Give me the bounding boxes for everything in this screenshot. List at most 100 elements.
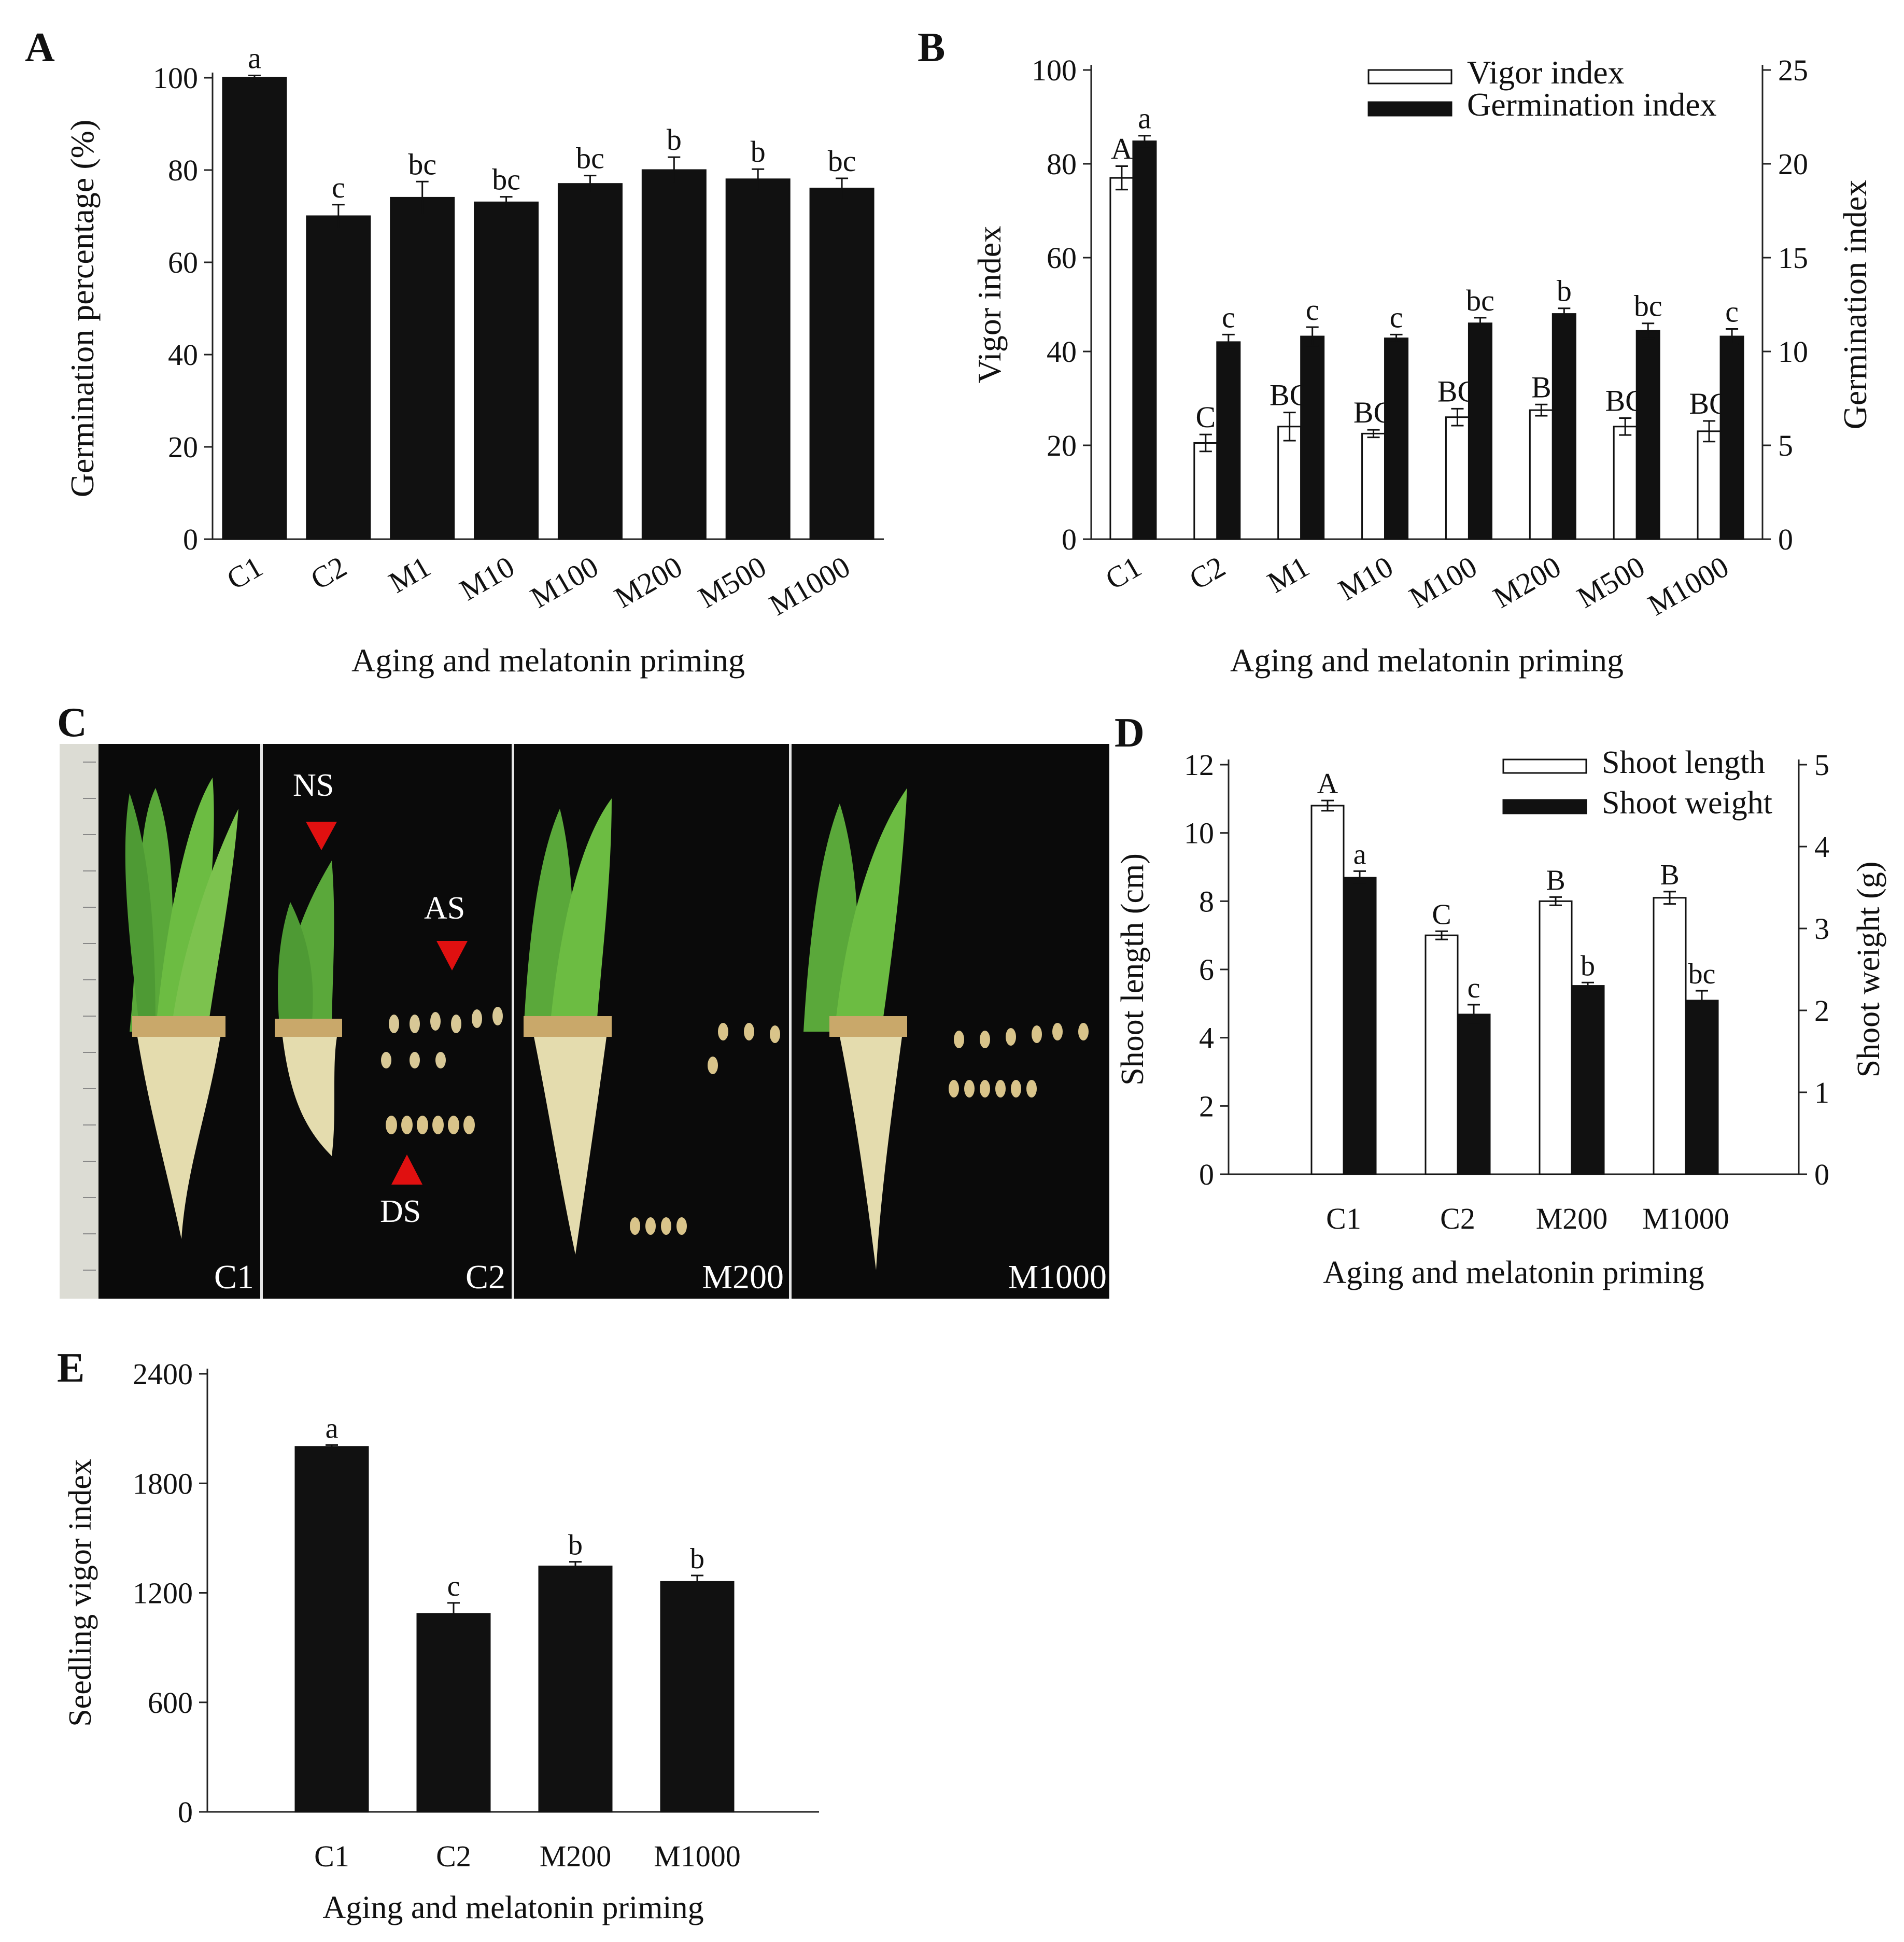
bar-shoot-length-c1 xyxy=(1310,805,1345,1175)
bar-seedling-vigor-index-c2 xyxy=(416,1613,491,1813)
x-tick-label-c2: C2 xyxy=(436,1839,471,1873)
marker-ns xyxy=(306,822,337,850)
y-tick-label: 100 xyxy=(153,61,198,95)
bar-germination-index-m10 xyxy=(1384,337,1409,540)
legend-label-shoot-length: Shoot length xyxy=(1602,745,1765,780)
bar-shoot-weight-m200 xyxy=(1571,985,1605,1175)
panel-letter-b: B xyxy=(918,25,945,71)
y-right-tick-label: 10 xyxy=(1778,335,1808,369)
seeds-m200 xyxy=(630,1023,780,1235)
y-right-tick-label: 1 xyxy=(1814,1076,1829,1109)
bar-vigor-index-m1 xyxy=(1277,426,1302,540)
x-tick-label-c1: C1 xyxy=(1099,550,1147,596)
significance-letter: bc xyxy=(1634,289,1662,323)
significance-letter: c xyxy=(447,1570,460,1602)
x-tick-label-m1000: M1000 xyxy=(1642,1202,1729,1235)
x-tick-label-c2: C2 xyxy=(1440,1202,1475,1235)
bar-vigor-index-c1 xyxy=(1109,177,1134,540)
significance-letter: b xyxy=(1557,274,1572,308)
y-tick-label: 0 xyxy=(1062,523,1077,556)
y-tick-label: 40 xyxy=(168,338,198,372)
x-tick-label-m200: M200 xyxy=(540,1839,612,1873)
marker-ds xyxy=(391,1155,422,1185)
x-tick-label-m200: M200 xyxy=(1487,550,1567,615)
y-tick-label: 20 xyxy=(1047,429,1077,462)
y-tick-label: 1800 xyxy=(133,1467,193,1500)
significance-letter: C xyxy=(1195,400,1216,434)
x-tick-label-c1: C1 xyxy=(1326,1202,1361,1235)
legend-swatch-germination-index xyxy=(1367,101,1452,117)
x-tick-label-c2: C2 xyxy=(1183,550,1231,596)
panel-letter-a: A xyxy=(25,25,55,71)
y-right-tick-label: 4 xyxy=(1814,830,1829,864)
significance-letter: bc xyxy=(1466,284,1494,317)
bar-vigor-index-m500 xyxy=(1613,426,1638,540)
y-tick-label: 60 xyxy=(168,246,198,279)
bar-germination-percentage-m100 xyxy=(557,183,623,540)
photo-divider-2 xyxy=(512,744,514,1299)
bar-germination-percentage-m10 xyxy=(474,201,539,540)
bar-germination-index-m500 xyxy=(1635,330,1660,540)
y-tick-label: 80 xyxy=(168,153,198,187)
legend-label-shoot-weight: Shoot weight xyxy=(1602,785,1772,821)
y-tick-label: 6 xyxy=(1199,953,1214,987)
significance-letter: b xyxy=(667,123,682,157)
legend-swatch-shoot-weight xyxy=(1502,799,1587,814)
bar-vigor-index-m1000 xyxy=(1697,430,1722,540)
x-tick-label-m500: M500 xyxy=(693,550,772,615)
y-tick-label: 600 xyxy=(148,1686,193,1720)
significance-letter: B xyxy=(1531,370,1552,404)
x-tick-label-m1000: M1000 xyxy=(654,1839,741,1873)
significance-letter: a xyxy=(248,41,261,75)
y-tick-label: 1200 xyxy=(133,1577,193,1610)
significance-letter: bc xyxy=(492,163,520,196)
seedling-bundle-c2 xyxy=(275,861,503,1156)
y-right-tick-label: 5 xyxy=(1814,748,1829,782)
photo-label-m1000: M1000 xyxy=(1008,1258,1107,1296)
chart-e-seedling-vigor-index: 0 600 1200 1800 2400 a c b b C1 C2 M200 M1000 Aging a… xyxy=(63,1357,819,1925)
x-axis-label: Aging and melatonin priming xyxy=(351,642,745,679)
x-tick-label-m100: M100 xyxy=(525,550,604,615)
y-tick-label: 60 xyxy=(1047,241,1077,275)
seedling-bundle-m1000 xyxy=(803,788,1089,1270)
bar-germination-index-m1000 xyxy=(1719,335,1744,540)
y-tick-label: 2 xyxy=(1199,1089,1214,1123)
x-tick-label-m100: M100 xyxy=(1403,550,1483,615)
significance-letter: bc xyxy=(1688,958,1716,990)
y-tick-label: 100 xyxy=(1032,53,1077,87)
photo-label-c2: C2 xyxy=(466,1258,505,1296)
panel-letter-d: D xyxy=(1115,710,1145,756)
y-tick-label: 4 xyxy=(1199,1021,1214,1055)
bar-shoot-weight-c1 xyxy=(1343,877,1377,1175)
bar-germination-index-m200 xyxy=(1552,313,1576,540)
significance-letter: a xyxy=(326,1412,339,1444)
legend: Shoot length Shoot weight xyxy=(1502,745,1772,821)
x-tick-label-m200: M200 xyxy=(609,550,688,615)
significance-letter: b xyxy=(751,135,766,168)
panel-letter-e: E xyxy=(57,1345,84,1391)
legend-swatch-vigor-index xyxy=(1367,69,1452,85)
x-axis-label: Aging and melatonin priming xyxy=(322,1890,703,1925)
chart-a-germination-percentage: 0 20 40 60 80 100 a c bc bc bc b b bc C1 C2 M1 M10 M100 M20… xyxy=(64,41,884,679)
legend-label-vigor-index: Vigor index xyxy=(1467,54,1625,91)
y-tick-label: 0 xyxy=(1199,1158,1214,1191)
x-tick-label-m1000: M1000 xyxy=(1642,550,1734,622)
x-tick-label-m200: M200 xyxy=(1536,1202,1608,1235)
significance-letter: b xyxy=(1581,950,1595,982)
x-tick-label-c2: C2 xyxy=(305,550,352,596)
bar-shoot-weight-m1000 xyxy=(1685,1000,1719,1175)
bar-germination-index-m1 xyxy=(1300,335,1325,540)
y-tick-label: 2400 xyxy=(133,1357,193,1391)
significance-letter: A xyxy=(1111,132,1133,166)
x-tick-label-m500: M500 xyxy=(1571,550,1651,615)
marker-as xyxy=(436,941,468,970)
bar-germination-percentage-m1 xyxy=(390,196,455,540)
y-axis-label: Vigor index xyxy=(971,226,1008,384)
bar-germination-percentage-m200 xyxy=(641,169,707,540)
y-tick-label: 10 xyxy=(1184,817,1214,850)
y-right-tick-label: 0 xyxy=(1814,1158,1829,1191)
y-axis-label: Germination percentage (%) xyxy=(64,120,101,498)
